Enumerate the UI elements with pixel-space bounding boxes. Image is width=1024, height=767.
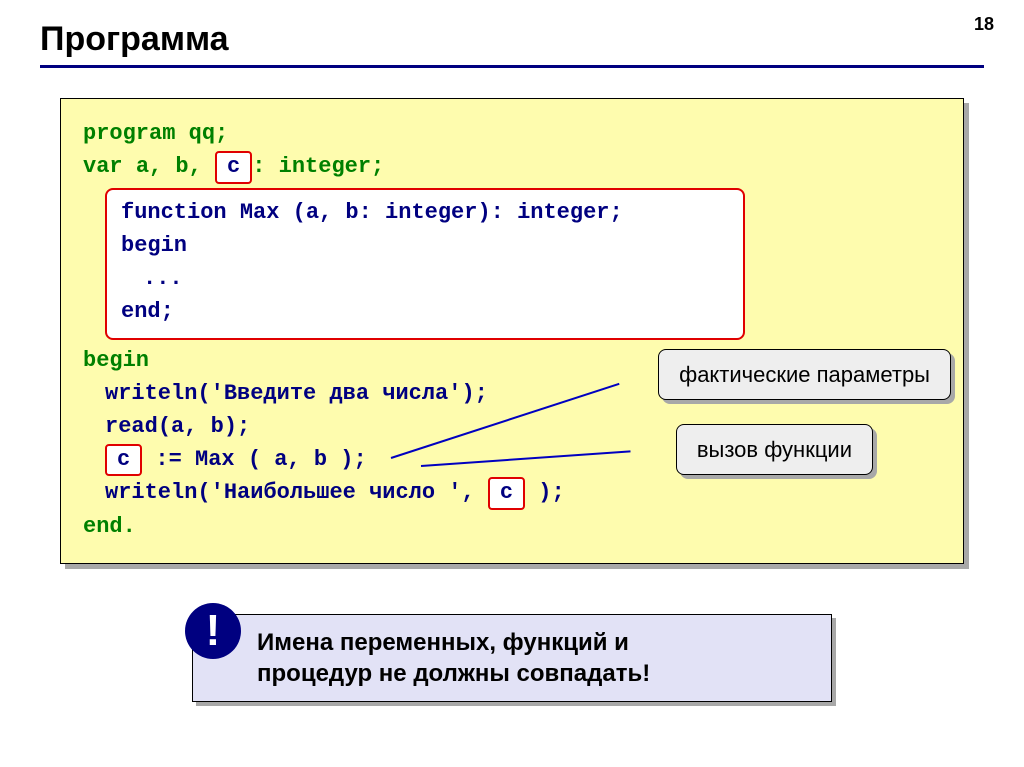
kw-begin: begin xyxy=(83,348,149,373)
kw-end: end. xyxy=(83,514,136,539)
program-name: qq; xyxy=(189,121,229,146)
func-decl: function Max (a, b: integer): integer; xyxy=(121,196,729,229)
var-c-highlight: c xyxy=(215,151,252,184)
func-begin: begin xyxy=(121,229,729,262)
info-text-line2: процедур не должны совпадать! xyxy=(257,658,813,689)
code-line-end: end. xyxy=(83,510,941,543)
var-list: a, b, xyxy=(136,154,202,179)
code-line-program: program qq; xyxy=(83,117,941,150)
writeln1-fn: writeln xyxy=(105,381,197,406)
writeln1-arg: ('Введите два числа'); xyxy=(197,381,487,406)
func-body: ... xyxy=(121,262,729,295)
assign-rest: := Max ( a, b ); xyxy=(155,447,366,472)
callout-func-call: вызов функции xyxy=(676,424,873,475)
writeln2-fn: writeln xyxy=(105,480,197,505)
kw-program: program xyxy=(83,121,175,146)
code-line-writeln2: writeln('Наибольшее число ', c ); xyxy=(83,476,941,510)
info-box: ! Имена переменных, функций и процедур н… xyxy=(192,614,832,702)
info-badge-icon: ! xyxy=(185,603,241,659)
func-end: end; xyxy=(121,295,729,328)
title-underline xyxy=(40,65,984,68)
writeln2-c-highlight: c xyxy=(488,477,525,510)
read-fn: read xyxy=(105,414,158,439)
assign-c-highlight: c xyxy=(105,444,142,477)
callout-actual-params: фактические параметры xyxy=(658,349,951,400)
slide-title: Программа xyxy=(40,20,984,59)
kw-var: var xyxy=(83,154,123,179)
writeln2-str: ('Наибольшее число ', xyxy=(197,480,474,505)
info-text-line1: Имена переменных, функций и xyxy=(257,627,813,658)
var-type: : integer; xyxy=(252,154,384,179)
read-arg: (a, b); xyxy=(158,414,250,439)
page-number: 18 xyxy=(974,14,994,35)
function-box: function Max (a, b: integer): integer; b… xyxy=(105,188,745,340)
code-block: program qq; var a, b, c: integer; functi… xyxy=(60,98,964,564)
code-line-var: var a, b, c: integer; xyxy=(83,150,941,184)
writeln2-end: ); xyxy=(538,480,564,505)
